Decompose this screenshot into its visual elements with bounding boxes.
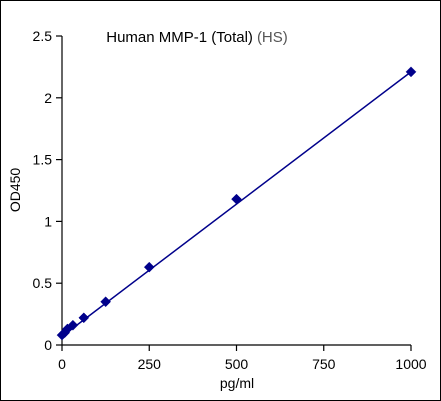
- chart-title: Human MMP-1 (Total) (HS): [106, 29, 288, 46]
- x-tick-label: 0: [58, 356, 66, 372]
- data-points: [56, 66, 417, 341]
- chart-title-suffix: (HS): [257, 29, 288, 46]
- data-point: [231, 193, 242, 205]
- chart-title-main: Human MMP-1 (Total): [106, 29, 253, 46]
- y-tick-label: 1.5: [33, 152, 53, 168]
- y-tick-label: 2.5: [33, 28, 53, 44]
- data-point: [100, 296, 111, 308]
- y-tick-label: 2: [44, 90, 52, 106]
- data-point: [78, 312, 90, 324]
- y-tick-label: 1: [44, 213, 52, 229]
- data-point: [67, 319, 79, 331]
- y-ticks: 0 0.5 1 1.5 2 2.5: [33, 28, 62, 353]
- data-point: [405, 66, 417, 78]
- x-tick-label: 250: [138, 356, 162, 372]
- data-point: [143, 261, 155, 273]
- x-tick-label: 1000: [395, 356, 426, 372]
- y-axis-label: OD450: [7, 168, 23, 213]
- y-tick-label: 0: [44, 337, 52, 353]
- x-ticks: 0 250 500 750 1000: [58, 345, 427, 372]
- x-tick-label: 500: [225, 356, 249, 372]
- x-axis-label: pg/ml: [220, 375, 254, 391]
- y-tick-label: 0.5: [33, 275, 53, 291]
- x-tick-label: 750: [312, 356, 336, 372]
